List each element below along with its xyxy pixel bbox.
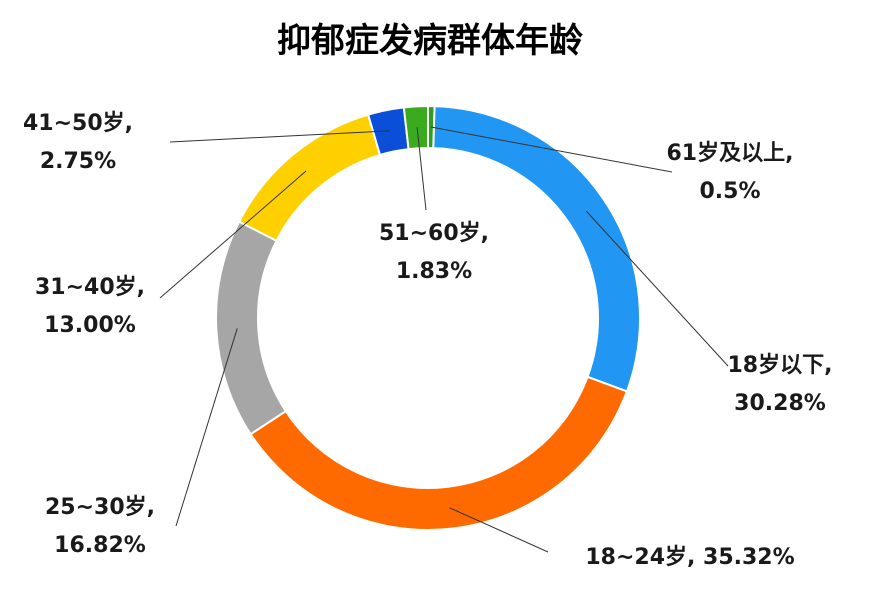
- donut-slice-7-1-83: [402, 104, 429, 151]
- data-label-3-line-1: 18~24岁, 35.32%: [585, 544, 794, 570]
- leader-lines: [159, 126, 729, 553]
- leader-line-7: [416, 127, 427, 211]
- donut-slices: [215, 104, 641, 531]
- data-label-7-line-1: 51~60岁,: [379, 220, 489, 246]
- leader-line-5: [159, 170, 307, 299]
- leader-line-2: [586, 210, 729, 367]
- data-label-6-line-1: 41~50岁,: [23, 110, 133, 136]
- data-label-2-line-2: 30.28%: [734, 391, 826, 416]
- data-label-7-line-2: 1.83%: [396, 259, 472, 284]
- leader-line-4: [175, 328, 238, 527]
- data-labels: 61岁及以上, 0.5% 18岁以下, 30.28% 18~24岁, 35.32% 25~…: [23, 110, 833, 570]
- donut-slice-3-35-32: [249, 375, 629, 531]
- data-label-1-line-2: 0.5%: [699, 179, 760, 204]
- donut-slice-5-13: [237, 113, 382, 243]
- data-label-4-line-2: 16.82%: [54, 533, 146, 558]
- data-label-4-line-1: 25~30岁,: [45, 494, 155, 520]
- donut-slice-2-30-28: [432, 105, 641, 393]
- data-label-6-line-2: 2.75%: [40, 149, 116, 174]
- leader-line-6: [169, 130, 391, 143]
- chart-title: 抑郁症发病群体年龄: [277, 21, 583, 61]
- data-label-1-line-1: 61岁及以上,: [667, 140, 794, 166]
- leader-line-1: [430, 126, 673, 173]
- data-label-2-line-1: 18岁以下,: [728, 352, 833, 378]
- leader-line-3: [449, 507, 549, 553]
- data-label-5-line-2: 13.00%: [44, 313, 136, 338]
- donut-slice-4-16-82: [215, 220, 288, 436]
- data-label-5-line-1: 31~40岁,: [35, 274, 145, 300]
